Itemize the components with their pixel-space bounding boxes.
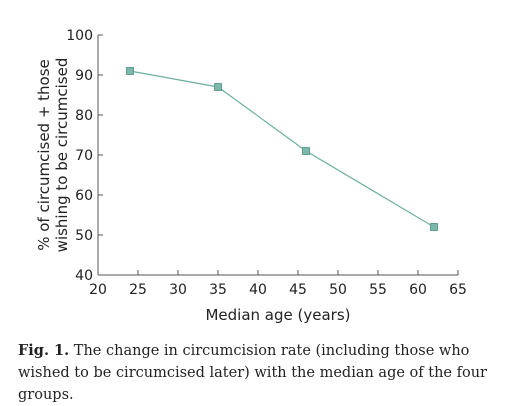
chart-series [126, 67, 438, 231]
x-tick-label: 55 [369, 282, 387, 298]
chart-ticks: 20 25 30 35 40 45 50 55 60 65 40 50 60 70 80 90 100 [66, 28, 467, 298]
figure-caption-text: The change in circumcision rate (includi… [18, 343, 487, 403]
x-tick-label: 45 [289, 282, 307, 298]
x-tick-label: 20 [89, 282, 107, 298]
x-axis-label: Median age (years) [205, 306, 350, 324]
y-axis-label: % of circumcised + those wishing to be c… [35, 58, 71, 253]
x-tick-label: 60 [409, 282, 427, 298]
x-tick-label: 40 [249, 282, 267, 298]
y-tick-label: 60 [75, 188, 93, 204]
y-tick-label: 100 [66, 28, 93, 44]
x-tick-label: 35 [209, 282, 227, 298]
figure-caption-label: Fig. 1. [18, 342, 70, 359]
y-axis-label-line-2: wishing to be circumcised [53, 58, 71, 253]
x-tick-label: 25 [129, 282, 147, 298]
data-point [430, 223, 438, 231]
y-tick-label: 50 [75, 228, 93, 244]
series-line [129, 70, 435, 228]
data-point [214, 83, 222, 91]
x-tick-label: 65 [449, 282, 467, 298]
y-tick-label: 80 [75, 108, 93, 124]
y-axis-label-line-1: % of circumcised + those [35, 59, 53, 251]
x-tick-label: 50 [329, 282, 347, 298]
x-tick-label: 30 [169, 282, 187, 298]
y-tick-label: 70 [75, 148, 93, 164]
line-chart: 20 25 30 35 40 45 50 55 60 65 40 50 60 70 80 90 100 Medi… [35, 28, 467, 324]
y-tick-label: 40 [75, 268, 93, 284]
data-point [302, 147, 310, 155]
data-point [126, 67, 134, 75]
y-tick-label: 90 [75, 68, 93, 84]
figure-caption: Fig. 1. The change in circumcision rate … [18, 340, 503, 406]
chart-axes [97, 35, 458, 276]
